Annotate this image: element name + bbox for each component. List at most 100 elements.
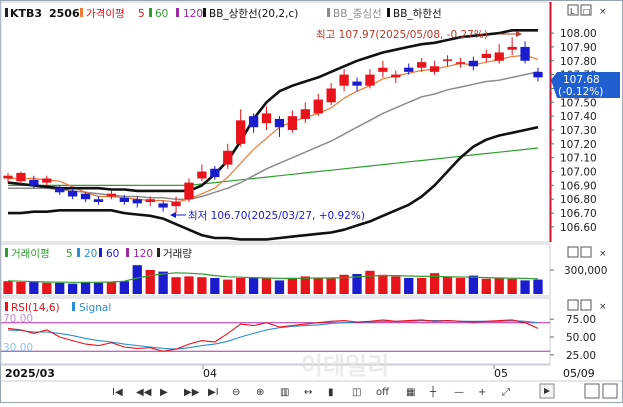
- vol-ma120-period: 120: [133, 248, 153, 260]
- vol-ma60-period: 60: [106, 248, 119, 260]
- candle-body[interactable]: [481, 53, 491, 58]
- candle-body[interactable]: [455, 62, 466, 64]
- candle-body[interactable]: [429, 66, 440, 72]
- vol-ma60-marker-icon: [99, 248, 102, 257]
- volume-bar: [313, 278, 323, 294]
- volume-bar: [3, 281, 13, 294]
- volume-bar: [274, 280, 285, 294]
- candle-body[interactable]: [210, 168, 220, 178]
- candle-body[interactable]: [313, 99, 323, 114]
- volume-bar: [236, 278, 246, 294]
- zoom-out-icon: ⊖: [232, 387, 240, 398]
- candle-body[interactable]: [3, 175, 13, 179]
- candle-body[interactable]: [236, 120, 246, 144]
- low-annotation-label: 최저 106.70(2025/03/27, +0.92%): [188, 210, 365, 222]
- candle-body[interactable]: [42, 178, 52, 183]
- rsi-close-icon[interactable]: ×: [599, 302, 607, 312]
- watermark: 이데일리: [301, 352, 389, 380]
- bb-mid-line: [8, 71, 539, 200]
- volume-bar: [261, 278, 272, 294]
- candle-body[interactable]: [300, 109, 310, 119]
- current-price-value: 107.68: [563, 74, 600, 86]
- candle-body[interactable]: [145, 199, 155, 202]
- price-tick-label: 107.10: [560, 153, 597, 165]
- candle-body[interactable]: [119, 197, 129, 202]
- candle-body[interactable]: [223, 150, 233, 165]
- candle-body[interactable]: [80, 193, 91, 200]
- volume-bar: [248, 277, 259, 294]
- candle-body[interactable]: [29, 179, 39, 186]
- rsi-panel-controls[interactable]: ×: [567, 299, 607, 312]
- panel-lock-icon[interactable]: L: [570, 7, 575, 16]
- volume-bar: [339, 274, 349, 294]
- candle-body[interactable]: [494, 52, 504, 61]
- high-arrow-icon: [516, 31, 522, 37]
- candle-body[interactable]: [520, 46, 530, 61]
- x-label-last-date: 05/09: [563, 367, 595, 380]
- window-button[interactable]: [602, 383, 618, 399]
- candle-body[interactable]: [378, 67, 388, 72]
- candle-body[interactable]: [404, 67, 414, 72]
- bb-lower-line: [8, 125, 539, 241]
- volume-legend: 거래이평 5 20 60 120 거래량: [5, 248, 192, 260]
- panel-max-icon[interactable]: □: [583, 7, 591, 16]
- volume-panel-controls[interactable]: ×: [567, 246, 607, 259]
- volume-bar: [184, 276, 194, 294]
- x-label-2025-03: 2025/03: [5, 367, 55, 380]
- candle-body[interactable]: [171, 202, 181, 207]
- candle-body[interactable]: [158, 203, 168, 208]
- volume-bar: [158, 271, 168, 294]
- volume-bar: [404, 278, 414, 294]
- volume-bar: [171, 277, 181, 294]
- candle-body[interactable]: [132, 199, 142, 204]
- candle-body[interactable]: [16, 172, 26, 182]
- candle-body[interactable]: [365, 74, 375, 86]
- current-price-box: [551, 72, 620, 98]
- volume-bar: [145, 270, 155, 294]
- candle-body[interactable]: [468, 60, 479, 67]
- rsi-tick-label: 75.00: [566, 314, 596, 326]
- candle-body[interactable]: [248, 116, 259, 128]
- volume-ma5-line: [7, 272, 539, 283]
- volume-tick-label: 300,000: [564, 265, 607, 277]
- candle-body[interactable]: [93, 199, 104, 202]
- candle-body[interactable]: [261, 113, 272, 124]
- candle-body[interactable]: [197, 171, 207, 179]
- candle-body[interactable]: [67, 190, 78, 197]
- x-axis: 2025/03 04 05 05/09: [1, 364, 595, 380]
- bb-mid-marker-icon: [327, 8, 330, 17]
- volume-label: 거래량: [163, 248, 192, 260]
- ma5-period: 5: [138, 8, 145, 20]
- volume-bar: [42, 282, 52, 294]
- ma5-line: [8, 54, 539, 203]
- candle-body[interactable]: [274, 118, 285, 128]
- ma-legend-label: 가격이평: [86, 7, 125, 20]
- bb-upper-label: BB_상한선(20,2,c): [209, 8, 298, 20]
- prev-icon: ◀◀: [136, 387, 152, 398]
- candle-body[interactable]: [339, 74, 349, 86]
- candle-body[interactable]: [287, 116, 298, 130]
- volume-bar: [210, 278, 220, 294]
- vol-ma20-marker-icon: [77, 248, 80, 257]
- price-panel-controls[interactable]: L □ ×: [567, 4, 607, 17]
- candle-body[interactable]: [184, 182, 194, 200]
- volume-close-icon[interactable]: ×: [599, 249, 607, 259]
- off-icon: off: [376, 387, 390, 398]
- candle-body[interactable]: [391, 74, 401, 78]
- candle-body[interactable]: [326, 88, 336, 103]
- volume-bar: [197, 277, 207, 294]
- settings-button[interactable]: [584, 383, 600, 399]
- candle-body[interactable]: [507, 46, 517, 50]
- candle-body[interactable]: [106, 193, 117, 197]
- candle-body[interactable]: [533, 71, 543, 78]
- vol-ma120-marker-icon: [126, 248, 129, 257]
- candle-body[interactable]: [417, 62, 427, 68]
- panel-close-icon[interactable]: ×: [599, 7, 607, 17]
- candle-body[interactable]: [442, 59, 453, 61]
- price-tick-label: 106.60: [560, 222, 597, 234]
- candle-body[interactable]: [352, 81, 362, 86]
- price-tick-label: 107.20: [560, 139, 597, 151]
- candle-body[interactable]: [55, 188, 65, 193]
